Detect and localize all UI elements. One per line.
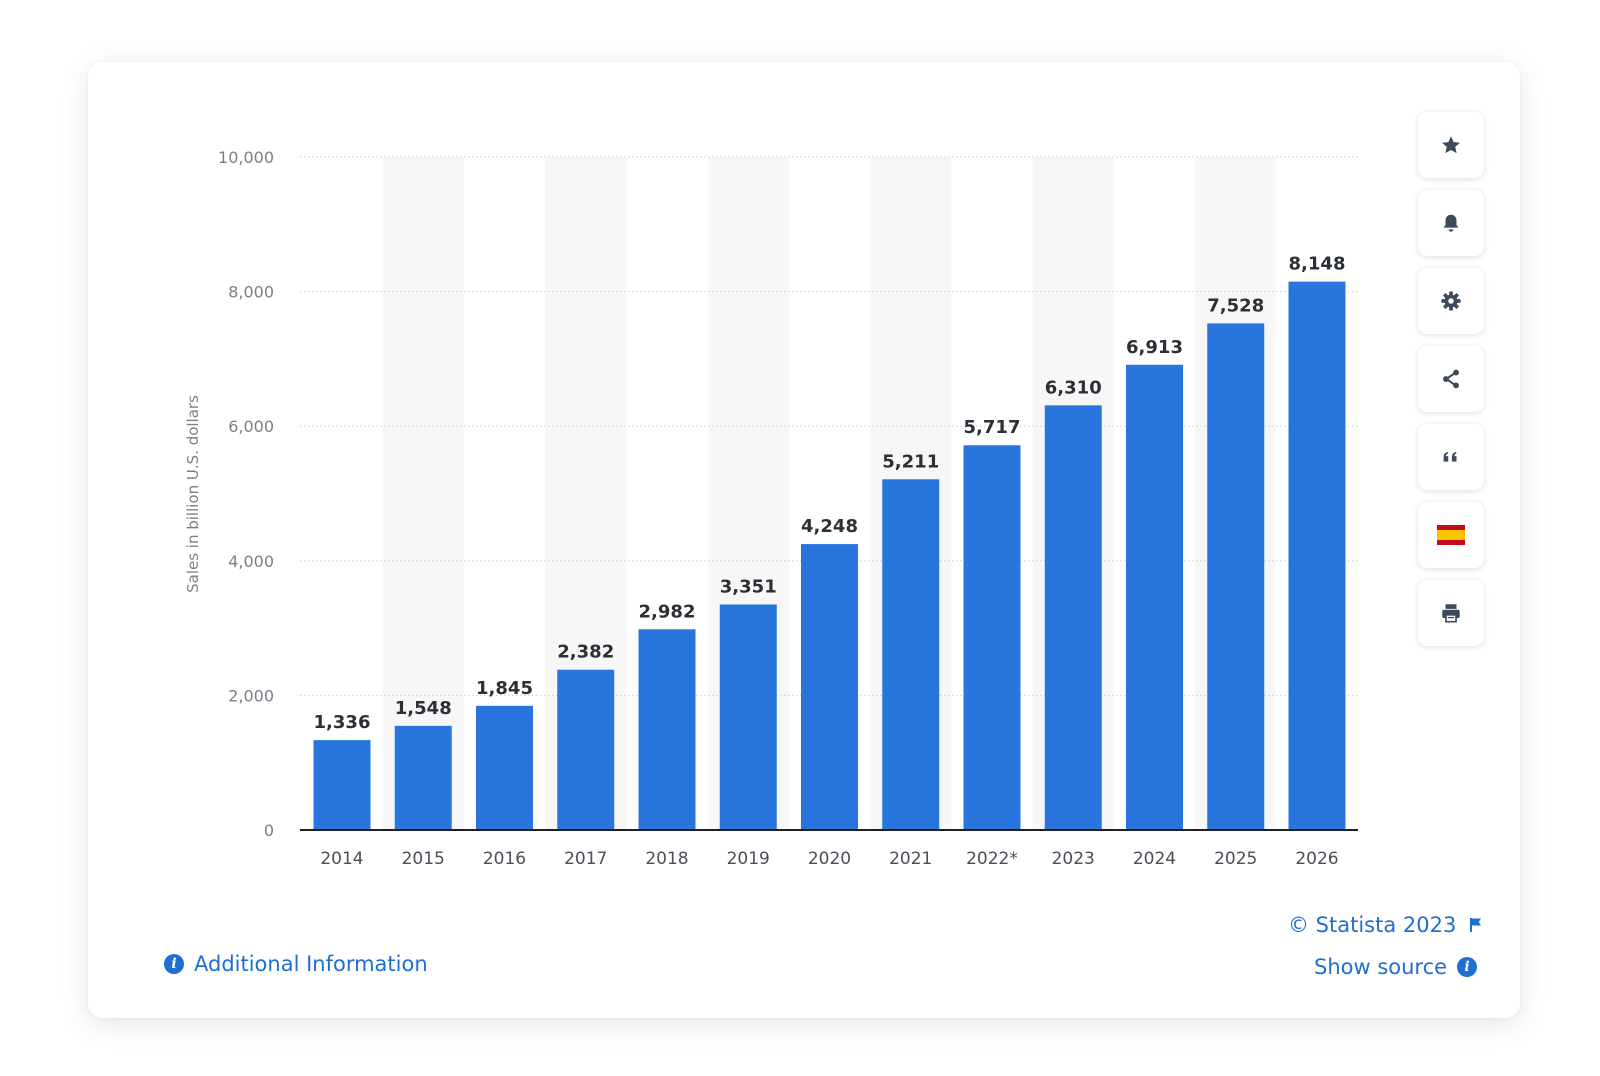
data-label: 2,982: [639, 601, 696, 622]
x-tick-label: 2018: [645, 849, 688, 869]
bar: [476, 705, 533, 830]
data-label: 8,148: [1289, 254, 1346, 275]
share-icon: [1443, 369, 1459, 389]
x-tick-label: 2019: [727, 849, 770, 869]
x-tick-label: 2026: [1295, 849, 1338, 869]
bar: [313, 740, 371, 830]
x-tick-label: 2015: [402, 849, 445, 869]
bar: [719, 604, 777, 830]
x-tick-label: 2017: [564, 849, 607, 869]
data-label: 1,336: [314, 712, 371, 733]
settings-button[interactable]: [1418, 268, 1484, 334]
x-tick-label: 2014: [320, 849, 363, 869]
printer-icon: [1442, 604, 1460, 623]
copyright-text: © Statista 2023: [1288, 913, 1457, 937]
language-button[interactable]: [1418, 502, 1484, 568]
bar: [801, 544, 858, 830]
data-label: 4,248: [801, 516, 858, 537]
x-tick-label: 2016: [483, 849, 526, 869]
x-tick-label: 2025: [1214, 849, 1257, 869]
data-label: 2,382: [557, 642, 614, 663]
show-source-link[interactable]: Show source i: [1314, 955, 1478, 979]
show-source-text: Show source: [1314, 955, 1448, 979]
bar: [394, 725, 452, 830]
bar-chart: 0 2,000 4,000 6,000 8,000 10,000 Sales in bill…: [184, 148, 1358, 869]
notification-button[interactable]: [1418, 190, 1484, 256]
data-label: 1,845: [476, 678, 533, 699]
x-tick-label: 2023: [1052, 849, 1095, 869]
y-tick-label: 10,000: [218, 148, 274, 167]
y-tick-label: 2,000: [228, 686, 274, 705]
bar: [882, 479, 940, 830]
flag-icon: [1470, 918, 1482, 932]
data-label: 6,310: [1045, 377, 1102, 398]
quote-icon: [1443, 451, 1457, 462]
bar: [1288, 281, 1346, 830]
data-label: 3,351: [720, 576, 777, 597]
x-tick-label: 2020: [808, 849, 851, 869]
copyright-link[interactable]: © Statista 2023: [1288, 913, 1484, 937]
bar: [638, 629, 696, 830]
bell-icon: [1443, 214, 1459, 232]
y-tick-label: 6,000: [228, 417, 274, 436]
cite-button[interactable]: [1418, 424, 1484, 490]
data-label: 7,528: [1207, 295, 1264, 316]
gear-icon: [1441, 291, 1461, 311]
column-shade: [382, 157, 464, 830]
info-icon: i: [1457, 957, 1478, 977]
x-tick-label: 2022*: [966, 849, 1018, 869]
data-label: 6,913: [1126, 337, 1183, 358]
additional-information-text: Additional Information: [194, 952, 428, 976]
star-icon: [1442, 136, 1460, 154]
y-tick-label: 8,000: [228, 283, 274, 302]
x-tick-label: 2021: [889, 849, 932, 869]
data-label: 1,548: [395, 698, 452, 719]
data-label: 5,717: [964, 417, 1021, 438]
info-icon: i: [164, 954, 184, 974]
bar: [1126, 364, 1183, 830]
favorite-button[interactable]: [1418, 112, 1484, 178]
bar: [557, 669, 615, 830]
y-axis-label: Sales in billion U.S. dollars: [184, 395, 202, 593]
y-tick-label: 4,000: [228, 552, 274, 571]
share-button[interactable]: [1418, 346, 1484, 412]
spain-flag-icon: [1437, 525, 1465, 545]
bar: [963, 445, 1021, 830]
x-tick-label: 2024: [1133, 849, 1176, 869]
additional-information-link[interactable]: i Additional Information: [164, 952, 428, 976]
y-tick-label: 0: [264, 821, 274, 840]
data-label: 5,211: [882, 451, 939, 472]
bar: [1044, 405, 1102, 830]
print-button[interactable]: [1418, 580, 1484, 646]
bar: [1207, 323, 1265, 830]
